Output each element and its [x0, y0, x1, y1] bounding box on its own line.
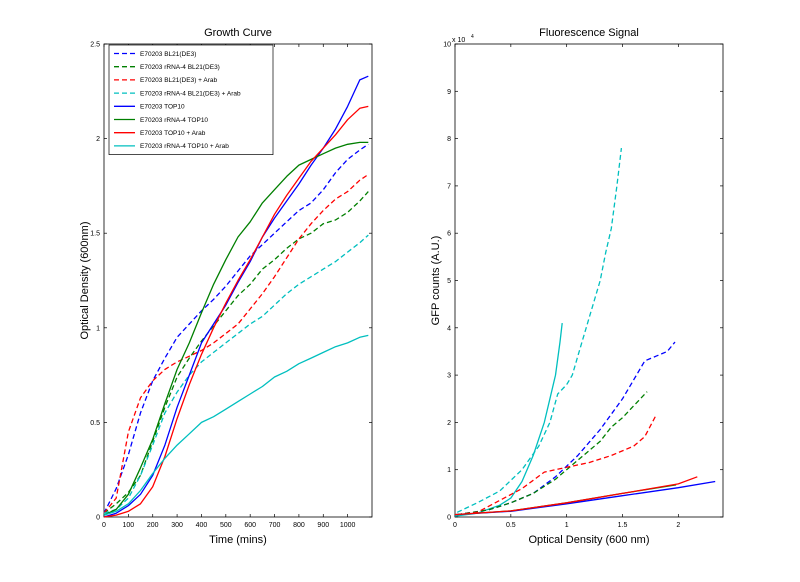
x-tick-label: 100 — [123, 522, 135, 529]
chart-title: Growth Curve — [204, 27, 272, 39]
x-tick-label: 700 — [269, 522, 281, 529]
y-tick-label: 2 — [447, 420, 451, 427]
x-tick-label: 1 — [565, 522, 569, 529]
y-multiplier-label: x 10 — [452, 37, 465, 44]
x-axis-label: Time (mins) — [209, 534, 267, 546]
series-line — [457, 414, 657, 516]
series-line — [454, 480, 716, 516]
x-tick-label: 0 — [102, 522, 106, 529]
series-line — [103, 75, 369, 518]
y-tick-label: 9 — [447, 89, 451, 96]
y-multiplier-exponent: 4 — [471, 34, 474, 40]
legend-label: E70203 rRNA-4 TOP10 + Arab — [140, 143, 229, 150]
x-tick-label: 1000 — [340, 522, 356, 529]
y-tick-label: 0.5 — [90, 420, 100, 427]
legend-label: E70203 rRNA-4 BL21(DE3) — [140, 64, 220, 71]
y-tick-label: 8 — [447, 136, 451, 143]
series-line — [103, 105, 369, 518]
y-tick-label: 1.5 — [90, 231, 100, 238]
legend-label: E70203 rRNA-4 TOP10 — [140, 117, 208, 124]
y-tick-label: 0 — [96, 515, 100, 522]
series-line — [456, 148, 623, 513]
series-line — [103, 141, 369, 516]
legend-label: E70203 BL21(DE3) + Arab — [140, 77, 218, 84]
y-tick-label: 10 — [443, 42, 451, 49]
y-tick-label: 1 — [96, 325, 100, 332]
legend-label: E70203 TOP10 + Arab — [140, 130, 206, 137]
series-line — [103, 143, 369, 514]
y-tick-label: 0 — [447, 515, 451, 522]
y-tick-label: 5 — [447, 278, 451, 285]
legend-label: E70203 BL21(DE3) — [140, 51, 196, 58]
series-line — [103, 173, 369, 514]
x-tick-label: 500 — [220, 522, 232, 529]
y-tick-label: 6 — [447, 231, 451, 238]
y-tick-label: 4 — [447, 325, 451, 332]
series-line — [103, 191, 369, 514]
x-tick-label: 300 — [171, 522, 183, 529]
x-tick-label: 0.5 — [506, 522, 516, 529]
growth-curve-chart: 0 100 200 300 400 500 600 700 800 900 1000 0 0.5 1 1.5… — [79, 27, 373, 546]
y-tick-label: 2.5 — [90, 42, 100, 49]
fluorescence-signal-chart: 0 0.5 1 1.5 2 0 1 2 3 4 5 6 7 8 9 10 Fluorescence Signal… — [430, 27, 724, 546]
y-axis-label: Optical Density (600nm) — [79, 222, 91, 340]
x-tick-label: 900 — [317, 522, 329, 529]
legend-box — [108, 44, 274, 155]
x-tick-label: 800 — [293, 522, 305, 529]
series-line — [457, 391, 648, 516]
legend-label: E70203 rRNA-4 BL21(DE3) + Arab — [140, 90, 241, 97]
series-line — [454, 476, 698, 516]
y-tick-label: 3 — [447, 373, 451, 380]
x-tick-label: 2 — [676, 522, 680, 529]
x-tick-label: 600 — [244, 522, 256, 529]
series-line — [454, 323, 563, 517]
x-tick-label: 1.5 — [618, 522, 628, 529]
series-line — [103, 334, 369, 516]
y-tick-label: 2 — [96, 136, 100, 143]
legend: E70203 BL21(DE3) E70203 rRNA-4 BL21(DE3) E… — [108, 44, 274, 155]
y-tick-label: 7 — [447, 183, 451, 190]
x-axis-label: Optical Density (600 nm) — [528, 534, 649, 546]
x-tick-label: 200 — [147, 522, 159, 529]
axes-box — [454, 43, 724, 518]
chart-title: Fluorescence Signal — [539, 27, 639, 39]
series-line — [457, 341, 676, 516]
x-tick-label: 400 — [196, 522, 208, 529]
y-tick-label: 1 — [447, 467, 451, 474]
x-tick-label: 0 — [453, 522, 457, 529]
axes-box — [103, 43, 373, 518]
y-axis-label: GFP counts (A.U.) — [430, 236, 442, 326]
series-line — [103, 234, 369, 514]
legend-label: E70203 TOP10 — [140, 104, 185, 111]
